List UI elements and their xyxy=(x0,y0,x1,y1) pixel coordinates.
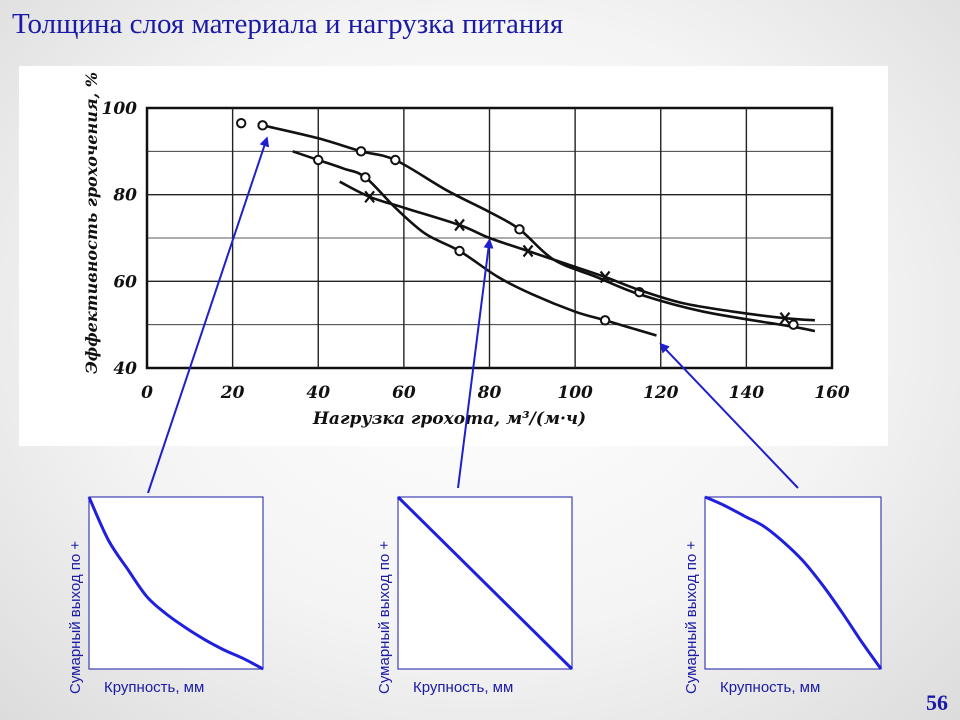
mini-chart-1-xlabel: Крупность, мм xyxy=(104,679,205,696)
main-chart-panel: 0 20 40 60 80 100 120 140 160 40 60 80 100 Нагрузка г… xyxy=(19,66,888,446)
x-tick-label: 60 xyxy=(392,383,416,403)
x-tick-label: 80 xyxy=(477,383,502,403)
mini-chart-3-frame xyxy=(704,496,882,670)
mini-chart-2-curve xyxy=(396,495,574,671)
series-2-point xyxy=(454,245,465,257)
mini-chart-3-ylabel: Сумарный выход по + xyxy=(683,540,700,694)
mini-chart-3-xlabel: Крупность, мм xyxy=(720,679,821,696)
series-1-point xyxy=(235,117,247,129)
series-1-point xyxy=(355,146,367,157)
mini-chart-2-ylabel: Сумарный выход по + xyxy=(376,540,393,694)
mini-chart-3-curve xyxy=(704,495,883,670)
mini-chart-1-curve xyxy=(87,496,264,671)
series-3-point xyxy=(522,244,534,258)
series-3-point xyxy=(779,311,791,325)
series-2-point xyxy=(360,172,371,183)
slide-title: Толщина слоя материала и нагрузка питани… xyxy=(12,8,564,40)
y-tick-label: 60 xyxy=(113,272,137,292)
series-3-point xyxy=(599,270,611,284)
y-axis-label: Эффективность грохочения, % xyxy=(82,72,101,374)
x-axis-label: Нагрузка грохота, м³/(м·ч) xyxy=(312,409,586,429)
x-tick-label: 160 xyxy=(814,383,850,403)
y-tick-label: 40 xyxy=(113,359,137,379)
series-2-line xyxy=(292,150,657,337)
x-tick-label: 20 xyxy=(220,383,245,403)
x-tick-label: 0 xyxy=(141,383,153,403)
x-tick-label: 100 xyxy=(557,383,593,403)
series-3-point xyxy=(364,190,375,204)
series-1-line xyxy=(262,124,816,333)
series-2-point xyxy=(599,315,611,326)
series-1-point xyxy=(390,154,401,166)
series-3-line xyxy=(339,180,815,322)
mini-chart-1-frame xyxy=(88,496,264,670)
series-3-point xyxy=(454,218,465,232)
mini-chart-2-frame xyxy=(397,496,573,670)
mini-chart-2-xlabel: Крупность, мм xyxy=(413,679,514,696)
main-chart: 0 20 40 60 80 100 120 140 160 40 60 80 100 Нагрузка г… xyxy=(82,72,850,429)
y-tick-label: 100 xyxy=(102,99,138,119)
x-tick-label: 140 xyxy=(729,383,765,403)
mini-chart-1-ylabel: Сумарный выход по + xyxy=(67,540,84,694)
x-tick-label: 40 xyxy=(306,383,330,403)
series-2-point xyxy=(313,154,324,166)
series-1-point xyxy=(257,120,268,131)
series-1-point xyxy=(788,319,799,330)
y-tick-label: 80 xyxy=(112,186,137,206)
x-tick-label: 120 xyxy=(643,383,679,403)
page-number: 56 xyxy=(926,690,948,715)
series-1-point xyxy=(514,224,525,235)
